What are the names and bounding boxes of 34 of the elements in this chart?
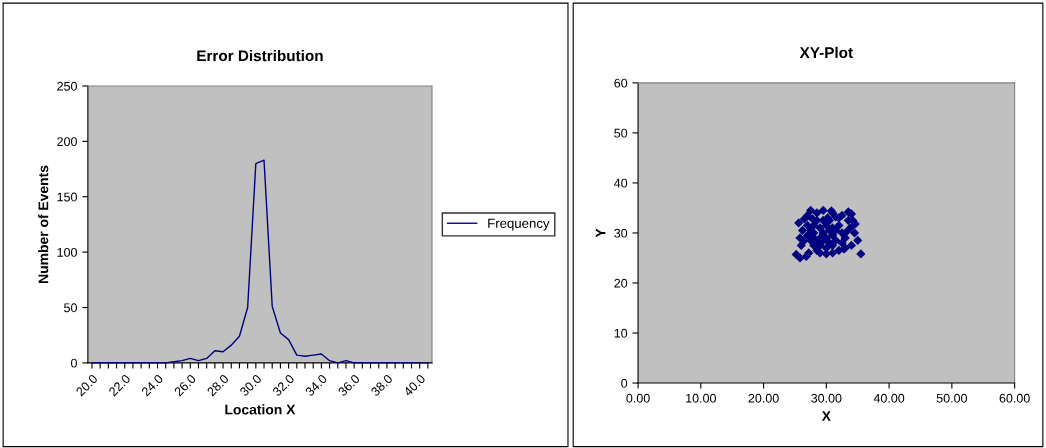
x-tick-label: 50.00 — [936, 393, 968, 403]
x-tick-label: 40.0 — [402, 373, 426, 397]
x-tick-label: 60.00 — [999, 393, 1030, 403]
legend-label: Frequency — [488, 218, 550, 231]
x-axis-title: Location X — [225, 404, 296, 415]
x-tick-label: 38.0 — [370, 373, 394, 397]
x-tick-label: 40.00 — [873, 393, 905, 403]
x-axis-title: X — [821, 411, 831, 421]
line-series — [91, 159, 429, 364]
x-tick-label: 32.0 — [271, 373, 295, 397]
chart-title: Error Distribution — [197, 49, 323, 62]
y-tick-label: 40 — [614, 178, 628, 188]
y-tick-label: 0 — [621, 378, 628, 388]
y-tick-label: 100 — [57, 247, 77, 257]
y-tick-label: 200 — [57, 137, 77, 147]
x-tick-label: 10.00 — [686, 393, 716, 403]
x-tick-label: 0.00 — [626, 393, 650, 403]
y-tick-label: 30 — [614, 228, 628, 238]
chart-title: XY-Plot — [799, 46, 853, 59]
x-tick-label: 30.00 — [811, 393, 842, 403]
y-tick-label: 10 — [614, 328, 628, 338]
x-tick-label: 34.0 — [304, 373, 328, 397]
x-tick-label: 36.0 — [337, 373, 361, 397]
y-axis-title: Number of Events — [38, 165, 49, 283]
y-tick-label: 20 — [614, 278, 628, 288]
y-axis-title: Y — [595, 228, 606, 238]
x-tick-label: 20.00 — [748, 393, 779, 403]
y-tick-label: 250 — [57, 81, 77, 91]
y-tick-label: 50 — [614, 128, 628, 138]
y-tick-label: 0 — [70, 358, 77, 368]
y-tick-label: 150 — [57, 192, 77, 202]
y-tick-label: 60 — [614, 78, 628, 88]
y-tick-label: 50 — [64, 303, 77, 313]
x-tick-label: 30.0 — [239, 373, 262, 397]
